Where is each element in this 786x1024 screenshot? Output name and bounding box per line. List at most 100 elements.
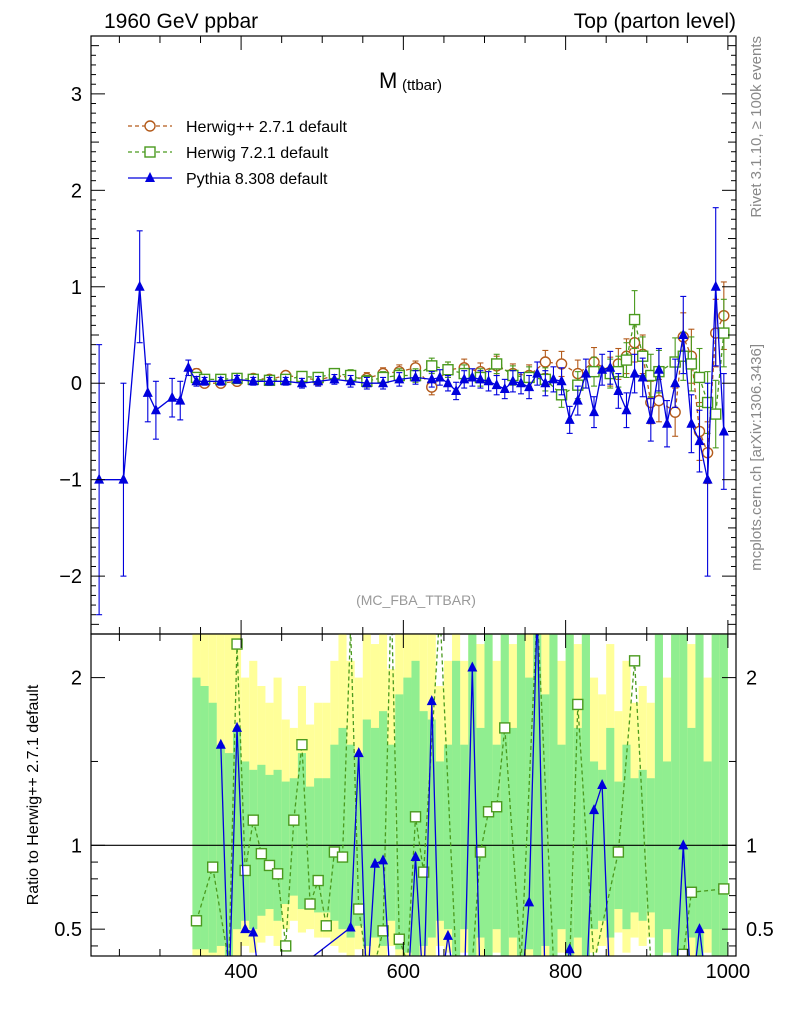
ratio-point xyxy=(467,958,477,968)
band-inner xyxy=(500,634,509,956)
ratio-point xyxy=(240,923,251,934)
data-point xyxy=(248,375,259,386)
band-inner xyxy=(265,774,274,910)
band-inner xyxy=(370,727,380,938)
data-point xyxy=(589,406,600,417)
main-plot-title: M xyxy=(379,68,397,93)
data-point xyxy=(710,408,722,420)
main-panel: −2 −1 0 1 2 3 M (ttbar) (MC_FBA_TTBAR) Herwig… xyxy=(59,35,737,635)
data-point xyxy=(199,375,210,386)
ratio-point xyxy=(572,698,584,711)
x-tick-label: 800 xyxy=(549,961,582,983)
ratio-point xyxy=(369,857,380,868)
band-inner xyxy=(241,761,250,921)
data-point xyxy=(516,377,526,388)
data-point xyxy=(597,363,608,374)
ratio-point xyxy=(409,811,422,823)
legend-label: Pythia 8.308 default xyxy=(186,171,328,188)
y-tick-label: 2 xyxy=(71,180,82,202)
band-inner xyxy=(379,711,388,946)
data-point xyxy=(556,375,567,386)
band-inner xyxy=(411,660,420,956)
band-inner xyxy=(606,727,615,938)
band-inner xyxy=(679,634,688,956)
ratio-point xyxy=(353,903,365,915)
ratio-point xyxy=(247,814,259,826)
ratio-ylabel: Ratio to Herwig++ 2.7.1 default xyxy=(25,684,42,905)
legend-label: Herwig 7.2.1 default xyxy=(186,145,329,162)
ratio-point xyxy=(589,958,599,968)
ratio-point xyxy=(320,920,332,932)
band-inner xyxy=(419,711,428,946)
band-inner xyxy=(687,727,696,938)
band-inner xyxy=(387,744,396,921)
band-inner xyxy=(249,769,258,930)
band-inner xyxy=(525,677,534,950)
data-point xyxy=(669,406,681,418)
ratio-point xyxy=(410,851,421,862)
data-point xyxy=(410,371,421,382)
ratio-series-0 xyxy=(190,634,730,968)
data-point xyxy=(175,394,186,405)
band-inner xyxy=(508,727,517,938)
data-point xyxy=(702,473,713,484)
ratio-point xyxy=(417,866,430,878)
band-inner xyxy=(330,744,339,921)
band-inner xyxy=(289,778,298,896)
ratio-point xyxy=(589,804,600,815)
ratio-point xyxy=(248,926,259,937)
ratio-point xyxy=(442,929,453,940)
y-tick-label: 3 xyxy=(71,84,82,106)
data-point xyxy=(467,371,478,382)
ratio-point xyxy=(296,738,308,751)
ratio-point xyxy=(280,940,292,952)
legend-marker xyxy=(144,146,156,158)
data-point xyxy=(613,384,624,395)
data-point xyxy=(313,375,324,386)
data-point xyxy=(118,473,129,484)
ratio-point xyxy=(718,883,730,895)
data-point xyxy=(693,371,706,384)
band-inner xyxy=(306,786,315,903)
band-inner xyxy=(354,753,363,926)
data-point xyxy=(134,280,145,291)
ratio-point xyxy=(474,846,487,858)
data-point xyxy=(183,361,194,372)
data-point xyxy=(150,404,161,415)
ratio-point xyxy=(524,896,535,907)
band-inner xyxy=(516,634,526,956)
data-point xyxy=(686,417,697,428)
data-point xyxy=(434,371,445,382)
data-point xyxy=(264,375,275,386)
data-point xyxy=(540,377,551,388)
ratio-point xyxy=(628,655,641,667)
data-point xyxy=(142,386,153,397)
band-inner xyxy=(232,727,242,930)
band-inner xyxy=(224,753,233,956)
data-point xyxy=(490,358,503,370)
band-inner xyxy=(460,744,469,930)
band-inner xyxy=(468,634,477,956)
band-inner xyxy=(297,753,306,910)
ratio-point xyxy=(694,923,705,934)
data-point xyxy=(694,435,705,446)
ratio-point xyxy=(451,958,461,968)
ratio-y-tick-label: 2 xyxy=(71,668,82,690)
data-point xyxy=(539,356,552,368)
band-inner xyxy=(492,744,501,930)
band-inner xyxy=(208,702,217,953)
data-point xyxy=(507,375,518,386)
data-point xyxy=(678,329,689,339)
band-inner xyxy=(403,677,412,953)
data-point xyxy=(167,391,178,402)
data-point xyxy=(459,373,470,384)
analysis-tag: (MC_FBA_TTBAR) xyxy=(356,592,476,608)
ratio-point xyxy=(362,958,372,968)
data-point xyxy=(345,375,356,386)
ratio-point xyxy=(516,958,526,968)
band-inner xyxy=(362,719,371,946)
data-point xyxy=(645,413,656,424)
band-inner xyxy=(711,634,720,956)
data-point xyxy=(94,473,105,484)
band-inner xyxy=(719,634,728,956)
